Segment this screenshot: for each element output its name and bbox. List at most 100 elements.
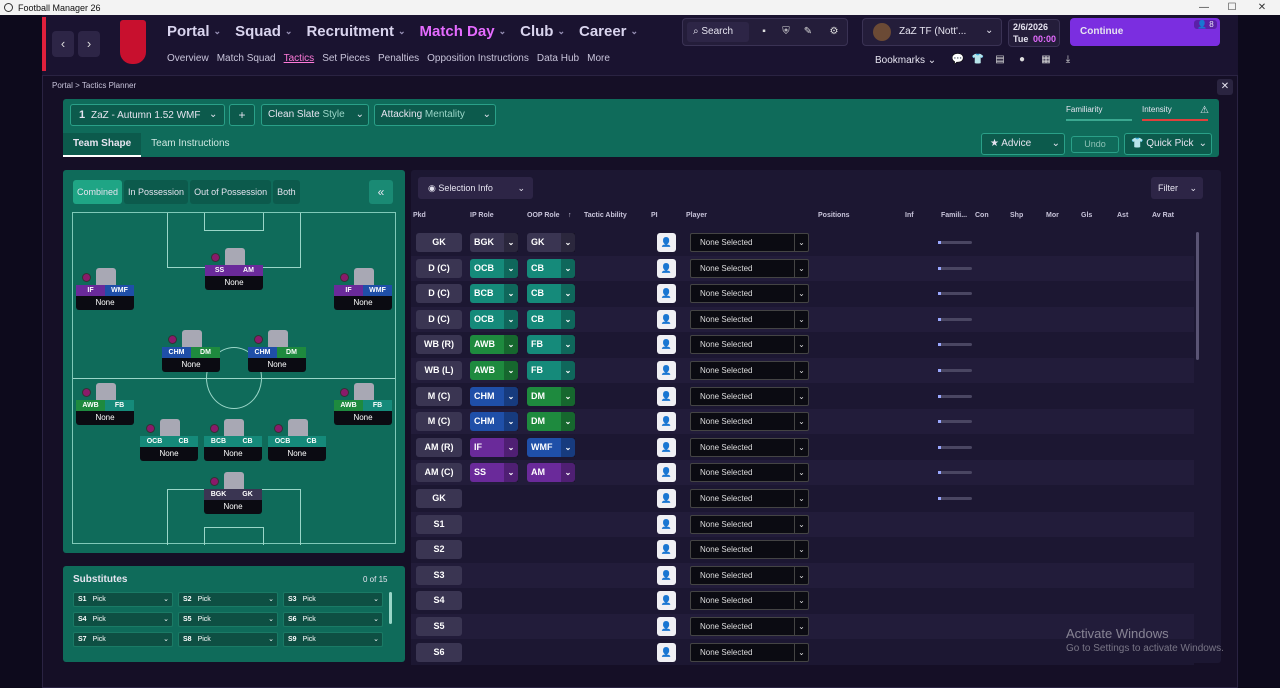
- club-crest-icon[interactable]: [120, 20, 146, 64]
- pitch-player-card[interactable]: AWB FB None: [334, 400, 392, 425]
- oop-role-select[interactable]: GK ⌄: [527, 233, 575, 252]
- player-instructions-icon[interactable]: 👤: [657, 540, 676, 560]
- oop-role-select[interactable]: CB ⌄: [527, 258, 575, 278]
- scrollbar[interactable]: [389, 592, 392, 624]
- substitute-slot[interactable]: S2 Pick ⌄: [178, 592, 278, 607]
- add-tactic-button[interactable]: +: [229, 104, 255, 126]
- player-instructions-icon[interactable]: 👤: [657, 437, 676, 457]
- nav-item-career[interactable]: Career ⌄: [578, 23, 639, 40]
- player-instructions-icon[interactable]: 👤: [657, 591, 676, 611]
- search-button[interactable]: ⌕ Search: [687, 22, 749, 42]
- calendar-icon[interactable]: ▦: [1041, 54, 1051, 65]
- oop-role-select[interactable]: DM ⌄: [527, 412, 575, 432]
- player-instructions-icon[interactable]: 👤: [657, 233, 676, 252]
- ip-role-select[interactable]: BGK ⌄: [470, 233, 518, 252]
- gear-icon[interactable]: ⚙: [829, 26, 839, 37]
- player-select[interactable]: None Selected ⌄: [690, 309, 809, 329]
- table-row[interactable]: S4 👤 None Selected ⌄: [411, 588, 1194, 614]
- header-av-rat[interactable]: Av Rat: [1152, 212, 1174, 219]
- advice-button[interactable]: ★ Advice ⌄: [981, 133, 1065, 155]
- shield-icon[interactable]: ⛨: [782, 26, 790, 37]
- subnav-item-tactics[interactable]: Tactics: [283, 53, 315, 64]
- header-ast[interactable]: Ast: [1117, 212, 1129, 219]
- substitute-slot[interactable]: S5 Pick ⌄: [178, 612, 278, 627]
- nav-item-match-day[interactable]: Match Day ⌄: [419, 23, 507, 40]
- oop-role-select[interactable]: FB ⌄: [527, 361, 575, 380]
- style-selector[interactable]: Clean Slate Style ⌄: [261, 104, 369, 126]
- pitch-player-card[interactable]: SS AM None: [205, 265, 263, 290]
- player-instructions-icon[interactable]: 👤: [657, 617, 676, 636]
- nav-item-squad[interactable]: Squad ⌄: [235, 23, 293, 40]
- table-row[interactable]: S6 👤 None Selected ⌄: [411, 639, 1194, 665]
- header-con[interactable]: Con: [975, 212, 989, 219]
- table-row[interactable]: S2 👤 None Selected ⌄: [411, 537, 1194, 563]
- player-instructions-icon[interactable]: 👤: [657, 284, 676, 304]
- undo-button[interactable]: Undo: [1071, 136, 1119, 153]
- player-select[interactable]: None Selected ⌄: [690, 386, 809, 406]
- maximize-button[interactable]: ☐: [1227, 2, 1237, 13]
- back-button[interactable]: ‹: [52, 31, 74, 57]
- player-select[interactable]: None Selected ⌄: [690, 258, 809, 278]
- player-select[interactable]: None Selected ⌄: [690, 361, 809, 380]
- subnav-item-penalties[interactable]: Penalties: [378, 53, 420, 64]
- player-select[interactable]: None Selected ⌄: [690, 591, 809, 611]
- table-row[interactable]: D (C) BCB ⌄ CB ⌄ 👤 None Selected ⌄: [411, 281, 1194, 307]
- nav-item-club[interactable]: Club ⌄: [520, 23, 565, 40]
- subnav-item-data-hub[interactable]: Data Hub: [536, 53, 580, 64]
- quick-pick-button[interactable]: 👕 Quick Pick ⌄: [1124, 133, 1212, 155]
- header-pkd[interactable]: Pkd: [413, 212, 426, 219]
- tab-team-instructions[interactable]: Team Instructions: [151, 138, 230, 149]
- shirt-icon[interactable]: 👕: [971, 54, 985, 65]
- header-gls[interactable]: Gls: [1081, 212, 1093, 219]
- nav-item-portal[interactable]: Portal ⌄: [167, 23, 222, 40]
- oop-role-select[interactable]: FB ⌄: [527, 335, 575, 355]
- subnav-item-more[interactable]: More: [587, 53, 610, 64]
- player-select[interactable]: None Selected ⌄: [690, 233, 809, 252]
- ip-role-select[interactable]: CHM ⌄: [470, 386, 518, 406]
- substitute-slot[interactable]: S3 Pick ⌄: [283, 592, 383, 607]
- tab-team-shape[interactable]: Team Shape: [63, 133, 142, 157]
- table-row[interactable]: S5 👤 None Selected ⌄: [411, 614, 1194, 639]
- substitute-slot[interactable]: S7 Pick ⌄: [73, 632, 173, 647]
- pitch-player-card[interactable]: BCB CB None: [204, 436, 262, 461]
- substitute-slot[interactable]: S1 Pick ⌄: [73, 592, 173, 607]
- mentality-selector[interactable]: Attacking Mentality ⌄: [374, 104, 496, 126]
- pitch-tab-out-of-possession[interactable]: Out of Possession: [190, 180, 272, 204]
- subnav-item-match-squad[interactable]: Match Squad: [216, 53, 276, 64]
- subnav-item-set-pieces[interactable]: Set Pieces: [322, 53, 370, 64]
- table-row[interactable]: GK BGK ⌄ GK ⌄ 👤 None Selected ⌄: [411, 230, 1194, 255]
- bookmarks-menu[interactable]: Bookmarks ⌄: [875, 55, 937, 66]
- ip-role-select[interactable]: IF ⌄: [470, 437, 518, 457]
- selection-info-dropdown[interactable]: ◉ Selection Info ⌄: [418, 177, 533, 199]
- table-row[interactable]: S1 👤 None Selected ⌄: [411, 511, 1194, 537]
- minimize-button[interactable]: —: [1199, 2, 1209, 13]
- header-pi[interactable]: PI: [651, 212, 658, 219]
- pitch-player-card[interactable]: IF WMF None: [334, 285, 392, 310]
- ball-icon[interactable]: ●: [1018, 54, 1026, 65]
- player-instructions-icon[interactable]: 👤: [657, 335, 676, 355]
- pitch-player-card[interactable]: CHM DM None: [248, 347, 306, 372]
- chat-icon[interactable]: 💬: [951, 54, 965, 65]
- bookmark-icon[interactable]: ▪: [762, 26, 766, 37]
- player-instructions-icon[interactable]: 👤: [657, 463, 676, 483]
- header-familiarity[interactable]: Famili...: [941, 212, 968, 219]
- table-row[interactable]: M (C) CHM ⌄ DM ⌄ 👤 None Selected ⌄: [411, 409, 1194, 435]
- table-scrollbar[interactable]: [1196, 232, 1199, 360]
- clipboard-icon[interactable]: ▤: [995, 54, 1005, 65]
- header-mor[interactable]: Mor: [1046, 212, 1059, 219]
- oop-role-select[interactable]: CB ⌄: [527, 309, 575, 329]
- oop-role-select[interactable]: AM ⌄: [527, 463, 575, 483]
- oop-role-select[interactable]: WMF ⌄: [527, 437, 575, 457]
- pitch-player-card[interactable]: OCB CB None: [268, 436, 326, 461]
- ip-role-select[interactable]: BCB ⌄: [470, 284, 518, 304]
- player-instructions-icon[interactable]: 👤: [657, 489, 676, 508]
- collapse-button[interactable]: «: [369, 180, 393, 204]
- sort-arrow-icon[interactable]: ↑: [568, 212, 572, 219]
- pitch-player-card[interactable]: AWB FB None: [76, 400, 134, 425]
- substitute-slot[interactable]: S6 Pick ⌄: [283, 612, 383, 627]
- pitch-tab-both[interactable]: Both: [273, 180, 300, 204]
- pitch-player-card[interactable]: OCB CB None: [140, 436, 198, 461]
- substitute-slot[interactable]: S8 Pick ⌄: [178, 632, 278, 647]
- player-select[interactable]: None Selected ⌄: [690, 617, 809, 636]
- subnav-item-overview[interactable]: Overview: [167, 53, 209, 64]
